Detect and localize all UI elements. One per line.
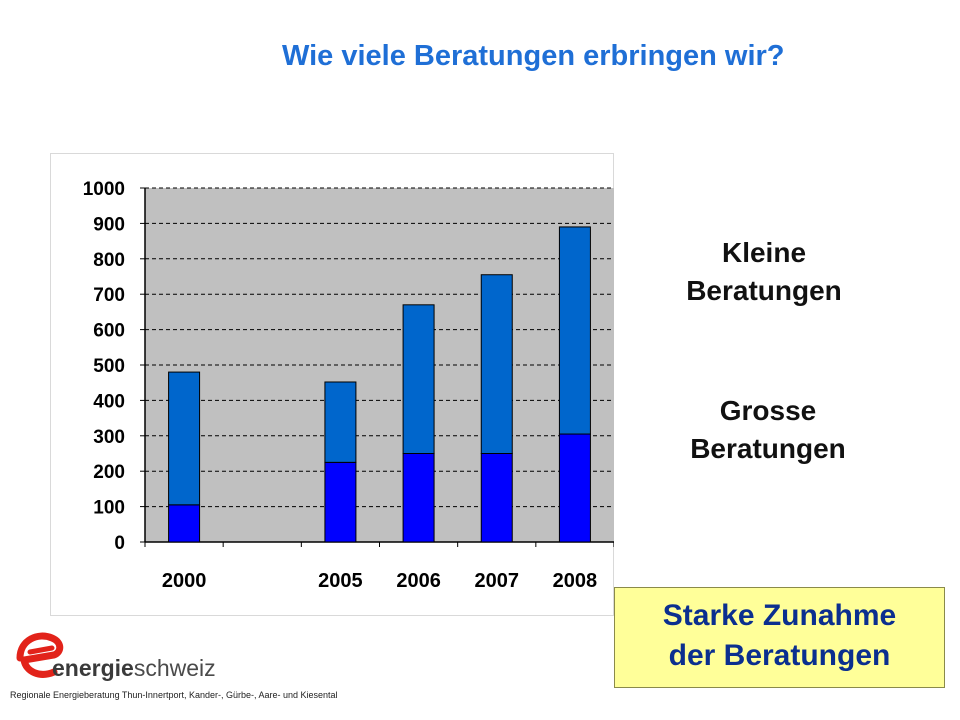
brand-wordmark: energieschweiz [52, 655, 216, 682]
x-tick-label: 2008 [553, 570, 598, 592]
bar-kleine [558, 226, 591, 435]
page-title: Wie viele Beratungen erbringen wir? [282, 40, 785, 72]
y-tick-label: 800 [93, 250, 125, 271]
x-tick-label: 2000 [162, 570, 207, 592]
bar-kleine [480, 274, 513, 455]
stacked-bar-chart: 0 100 200 300 400 500 600 700 800 900 1000 2000 2005… [83, 179, 614, 592]
label-grosse-beratungen: Grosse Beratungen [648, 392, 888, 468]
bar-kleine [168, 371, 201, 506]
y-tick-label: 600 [93, 321, 125, 342]
brand-rest: schweiz [133, 655, 216, 681]
callout-box: Starke Zunahme der Beratungen [614, 587, 945, 688]
y-tick-label: 400 [93, 391, 125, 412]
bar-kleine [324, 381, 357, 463]
label-kleine-line2: Beratungen [686, 275, 842, 306]
x-tick-label: 2005 [318, 570, 363, 592]
x-tick-label: 2006 [396, 570, 441, 592]
y-tick-label: 500 [93, 356, 125, 377]
y-tick-label: 200 [93, 462, 125, 483]
bar-grosse [558, 433, 591, 543]
label-kleine-beratungen: Kleine Beratungen [644, 234, 884, 310]
bar-grosse [324, 461, 357, 543]
y-tick-label: 300 [93, 427, 125, 448]
bar-grosse [168, 504, 201, 543]
bar-kleine [402, 304, 435, 454]
x-tick-label: 2007 [475, 570, 520, 592]
bar-grosse [402, 453, 435, 543]
label-kleine-line1: Kleine [721, 237, 807, 268]
label-grosse-line1: Grosse [719, 395, 817, 426]
brand-bold: energie [52, 655, 134, 681]
bar-grosse [480, 453, 513, 543]
y-tick-label: 1000 [83, 179, 125, 200]
y-tick-label: 700 [93, 285, 125, 306]
label-grosse-line2: Beratungen [690, 433, 846, 464]
footer-text: Regionale Energieberatung Thun-Innertpor… [10, 690, 338, 700]
energie-e-logo-icon [16, 632, 64, 678]
y-tick-label: 100 [93, 498, 125, 519]
y-tick-label: 900 [93, 214, 125, 235]
callout-line2: der Beratungen [668, 639, 891, 672]
callout-line1: Starke Zunahme [662, 599, 897, 632]
y-tick-label: 0 [114, 533, 125, 554]
